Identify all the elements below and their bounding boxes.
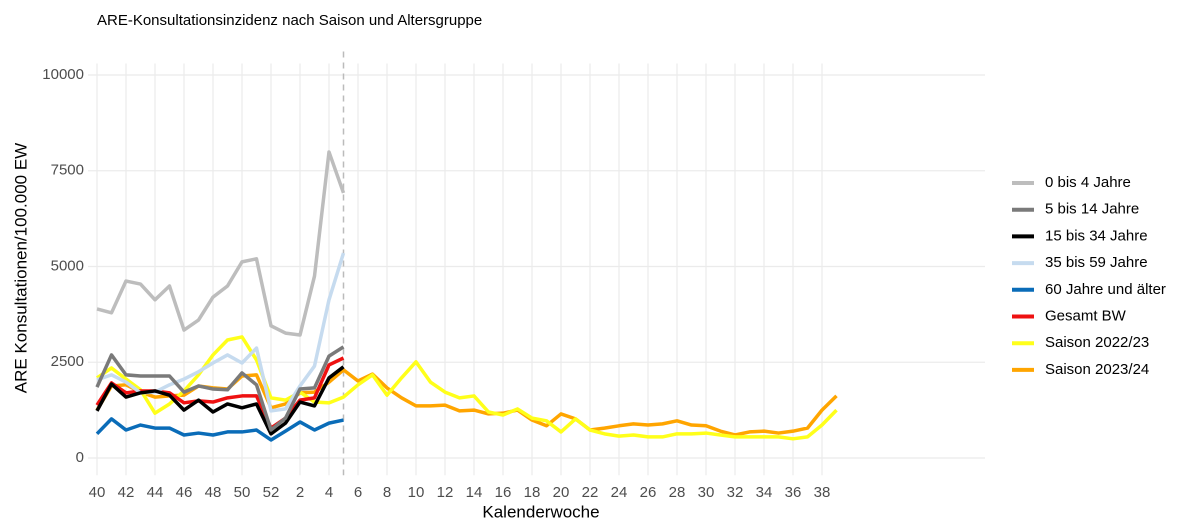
x-tick-label: 22 bbox=[582, 484, 599, 501]
x-tick-label: 32 bbox=[727, 484, 744, 501]
x-tick-label: 6 bbox=[354, 484, 362, 501]
y-tick-label: 10000 bbox=[42, 66, 84, 83]
x-tick-label: 16 bbox=[495, 484, 512, 501]
series-line bbox=[95, 365, 345, 436]
x-tick-label: 38 bbox=[814, 484, 831, 501]
legend-label: 35 bis 59 Jahre bbox=[1045, 254, 1148, 271]
x-tick-label: 34 bbox=[756, 484, 773, 501]
x-tick-label: 44 bbox=[147, 484, 164, 501]
x-tick-label: 52 bbox=[263, 484, 280, 501]
series-line bbox=[96, 335, 838, 441]
x-tick-label: 40 bbox=[89, 484, 106, 501]
y-axis-label: ARE Konsultationen/100.000 EW bbox=[11, 143, 30, 393]
x-tick-label: 36 bbox=[785, 484, 802, 501]
chart-title: ARE-Konsultationsinzidenz nach Saison un… bbox=[97, 12, 482, 29]
x-tick-label: 12 bbox=[437, 484, 454, 501]
legend-label: 15 bis 34 Jahre bbox=[1045, 227, 1148, 244]
x-tick-label: 48 bbox=[205, 484, 222, 501]
x-tick-label: 26 bbox=[640, 484, 657, 501]
x-tick-label: 50 bbox=[234, 484, 251, 501]
legend-label: Gesamt BW bbox=[1045, 307, 1127, 324]
x-tick-label: 46 bbox=[176, 484, 193, 501]
x-tick-label: 2 bbox=[296, 484, 304, 501]
x-tick-label: 14 bbox=[466, 484, 483, 501]
x-tick-label: 24 bbox=[611, 484, 628, 501]
x-tick-label: 4 bbox=[325, 484, 333, 501]
legend-label: 60 Jahre und älter bbox=[1045, 281, 1166, 298]
y-tick-label: 7500 bbox=[51, 162, 84, 179]
series-line bbox=[96, 252, 346, 413]
x-tick-label: 10 bbox=[408, 484, 425, 501]
legend-label: 5 bis 14 Jahre bbox=[1045, 201, 1139, 218]
x-axis-label: Kalenderwoche bbox=[482, 502, 599, 521]
y-tick-label: 0 bbox=[76, 449, 84, 466]
legend-label: 0 bis 4 Jahre bbox=[1045, 174, 1131, 191]
series-line bbox=[95, 345, 345, 432]
legend-label: Saison 2022/23 bbox=[1045, 334, 1149, 351]
series-line bbox=[96, 150, 346, 337]
series-line bbox=[95, 417, 344, 442]
x-tick-label: 20 bbox=[553, 484, 570, 501]
legend-label: Saison 2023/24 bbox=[1045, 361, 1149, 378]
x-tick-label: 8 bbox=[383, 484, 391, 501]
x-tick-label: 18 bbox=[524, 484, 541, 501]
y-tick-label: 5000 bbox=[51, 257, 84, 274]
x-tick-label: 30 bbox=[698, 484, 715, 501]
y-tick-label: 2500 bbox=[51, 353, 84, 370]
x-tick-label: 42 bbox=[118, 484, 135, 501]
x-tick-label: 28 bbox=[669, 484, 686, 501]
